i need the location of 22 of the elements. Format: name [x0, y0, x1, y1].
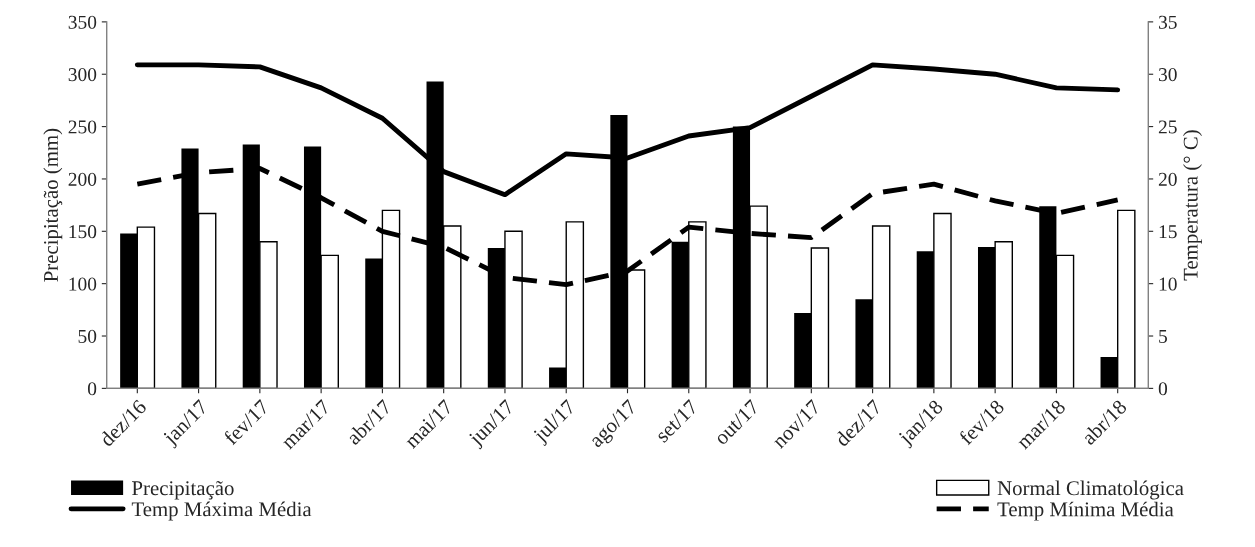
y-tick-label: 150 — [69, 225, 97, 239]
legend-label: Normal Climatológica — [997, 480, 1184, 500]
y-tick-label: 0 — [87, 382, 97, 396]
y2-tick-label: 5 — [1159, 330, 1168, 343]
y-tick-label: 50 — [78, 329, 97, 343]
y2-axis-title: Temperatura (° C) — [1183, 130, 1202, 281]
legend-label: Temp Máxima Média — [131, 501, 312, 521]
y-tick-label: 200 — [68, 172, 97, 186]
y2-tick-label: 30 — [1158, 68, 1177, 82]
y-tick-label: 250 — [68, 120, 97, 134]
legend-label: Precipitação — [132, 480, 234, 500]
y2-tick-label: 35 — [1158, 15, 1177, 29]
y-tick-label: 100 — [69, 277, 97, 291]
y2-tick-label: 10 — [1159, 277, 1177, 291]
y2-tick-label: 25 — [1158, 120, 1177, 134]
legend-label: Temp Mínima Média — [997, 501, 1174, 521]
y2-tick-label: 20 — [1158, 172, 1177, 186]
y-axis-title: Precipitação (mm) — [43, 128, 63, 282]
y-tick-label: 350 — [68, 15, 97, 29]
y2-tick-label: 15 — [1159, 225, 1177, 239]
y-tick-label: 300 — [68, 68, 97, 82]
y2-tick-label: 0 — [1158, 382, 1168, 396]
